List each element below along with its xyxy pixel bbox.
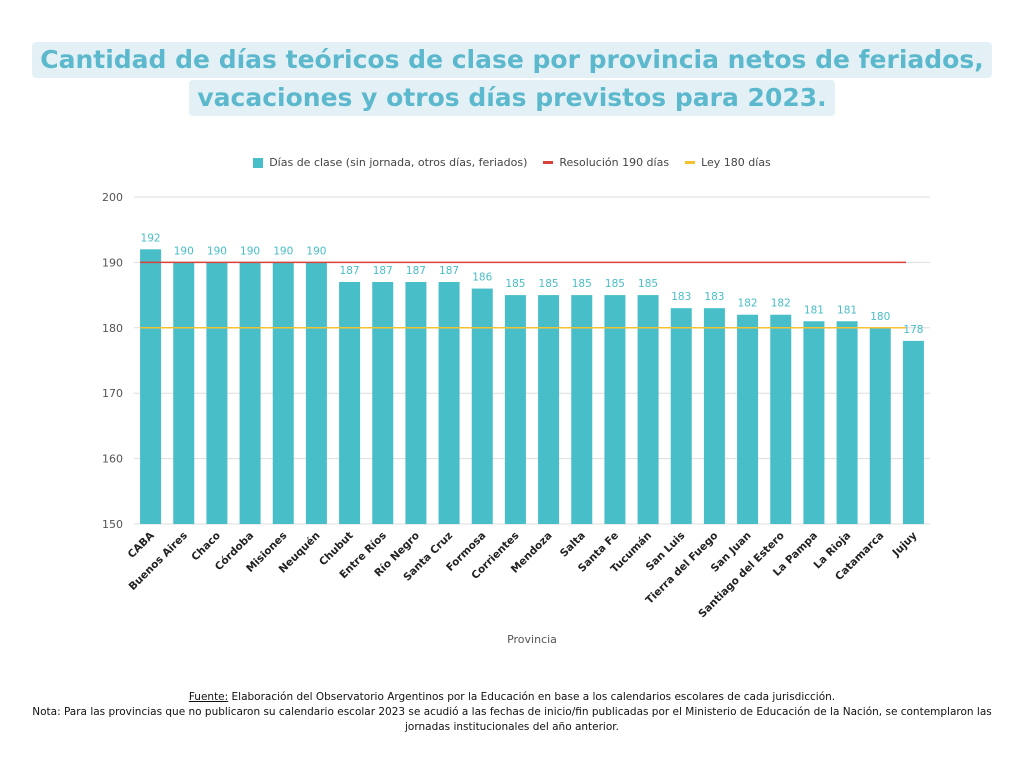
bar [504, 295, 526, 524]
bar-value-label: 187 [406, 265, 426, 277]
chart-title-line-2: vacaciones y otros días previstos para 2… [189, 80, 835, 116]
bar [538, 295, 560, 524]
bar [770, 314, 792, 524]
bar-value-label: 187 [340, 265, 360, 277]
bar-value-label: 192 [141, 232, 161, 244]
bar [571, 295, 593, 524]
bar-value-label: 190 [240, 245, 260, 257]
y-tick-label: 170 [102, 387, 123, 400]
legend-swatch-line-190 [543, 161, 554, 164]
bar [737, 314, 759, 524]
bar-value-label: 183 [704, 291, 724, 303]
x-tick-label: Salta [558, 530, 588, 560]
bar-value-label: 183 [671, 291, 691, 303]
bar-value-label: 178 [903, 324, 923, 336]
legend-label-ley-180: Ley 180 días [701, 156, 771, 169]
y-tick-label: 180 [102, 322, 123, 335]
legend-item-resolucion-190: Resolución 190 días [543, 156, 669, 169]
bar-value-label: 185 [539, 278, 559, 290]
bar-value-label: 185 [638, 278, 658, 290]
bar [372, 282, 394, 524]
bar-chart: 150 160 170 180 190 200 192 CABA 190 Buenos Aires… [102, 191, 930, 646]
bar [902, 340, 924, 524]
bar-value-label: 187 [373, 265, 393, 277]
y-tick-label: 200 [102, 191, 123, 204]
bar-value-label: 185 [505, 278, 525, 290]
bar [405, 282, 427, 524]
bar-value-label: 180 [870, 311, 890, 323]
bar [637, 295, 659, 524]
bar [471, 288, 493, 524]
bar [206, 262, 228, 524]
bar-value-label: 190 [207, 245, 227, 257]
bar-value-label: 190 [174, 245, 194, 257]
bar [703, 308, 725, 524]
bar [803, 321, 825, 524]
legend-item-dias-de-clase: Días de clase (sin jornada, otros días, … [253, 156, 527, 169]
bar-value-label: 182 [771, 298, 791, 310]
footer-source: Fuente: Elaboración del Observatorio Arg… [20, 690, 1004, 705]
bar [670, 308, 692, 524]
footer-note: Nota: Para las provincias que no publica… [32, 706, 992, 733]
x-tick-label: Buenos Aires [127, 530, 190, 593]
bar [604, 295, 626, 524]
y-tick-label: 190 [102, 256, 123, 269]
bar-value-label: 182 [738, 298, 758, 310]
bar [272, 262, 294, 524]
bar-value-label: 181 [804, 304, 824, 316]
chart-legend: Días de clase (sin jornada, otros días, … [0, 156, 1024, 169]
y-tick-label: 150 [102, 518, 123, 531]
bar-value-label: 187 [439, 265, 459, 277]
x-axis-title: Provincia [507, 633, 557, 646]
bar [438, 282, 460, 524]
bar-value-label: 185 [572, 278, 592, 290]
bar [305, 262, 327, 524]
bar [140, 249, 162, 524]
bar-value-label: 185 [605, 278, 625, 290]
bar-value-label: 186 [472, 272, 492, 284]
x-tick-label: Jujuy [890, 530, 920, 560]
legend-swatch-bar [253, 157, 264, 168]
chart-title-line-1: Cantidad de días teóricos de clase por p… [32, 42, 992, 78]
chart-title: Cantidad de días teóricos de clase por p… [0, 42, 1024, 118]
x-tick-label: CABA [126, 529, 158, 561]
legend-item-ley-180: Ley 180 días [685, 156, 771, 169]
bar [836, 321, 858, 524]
bar [869, 327, 891, 524]
footer-source-label: Fuente: [188, 691, 229, 703]
bar [239, 262, 261, 524]
bar-value-label: 190 [273, 245, 293, 257]
bar-value-label: 190 [306, 245, 326, 257]
legend-swatch-line-180 [685, 161, 696, 164]
footer: Fuente: Elaboración del Observatorio Arg… [20, 690, 1004, 735]
legend-label-resolucion-190: Resolución 190 días [559, 156, 670, 169]
bar-value-label: 181 [837, 304, 857, 316]
legend-label-dias-de-clase: Días de clase (sin jornada, otros días, … [269, 156, 528, 169]
bar [173, 262, 195, 524]
y-tick-label: 160 [102, 453, 123, 466]
footer-source-text: Elaboración del Observatorio Argentinos … [228, 691, 836, 703]
bar [339, 282, 361, 524]
